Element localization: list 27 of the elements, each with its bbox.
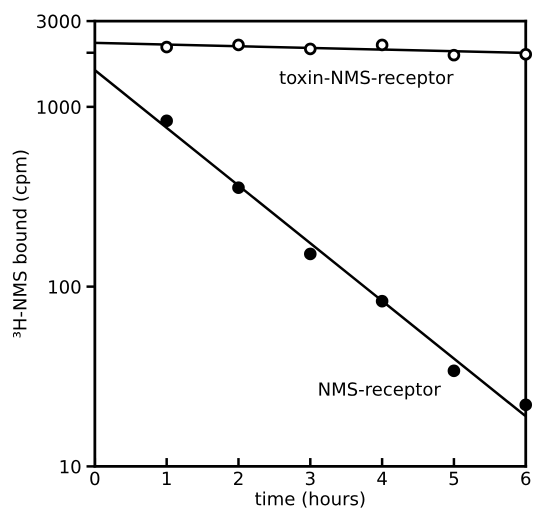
point	[160, 40, 173, 54]
point	[519, 398, 532, 412]
point	[519, 48, 532, 61]
point	[304, 248, 317, 260]
x-tick-label: 1	[162, 472, 171, 485]
x-axis-title: time (hours)	[255, 492, 364, 508]
x-tick-label: 0	[90, 472, 100, 486]
y-tick-label: 100	[49, 280, 80, 294]
point	[448, 48, 460, 62]
x-tick-label: 5	[450, 472, 458, 486]
annotation: NMS-receptor	[319, 382, 441, 400]
x-tick-label: 6	[521, 472, 530, 486]
point	[448, 364, 460, 378]
point	[376, 38, 388, 52]
annotation: toxin-NMS-receptor	[280, 70, 454, 88]
y-tick-label: 1000	[38, 100, 80, 114]
x-tick-label: 2	[234, 472, 242, 485]
x-tick-label: 4	[377, 472, 387, 485]
x-tick-label: 3	[306, 472, 315, 486]
point	[232, 181, 245, 194]
y-tick-label: 3000	[37, 14, 80, 28]
point	[304, 42, 317, 56]
point	[232, 38, 245, 52]
y-axis-title: ³H-NMS bound (cpm)	[12, 150, 30, 338]
point	[376, 294, 388, 308]
point	[160, 114, 173, 128]
y-tick-label: 10	[60, 460, 80, 474]
